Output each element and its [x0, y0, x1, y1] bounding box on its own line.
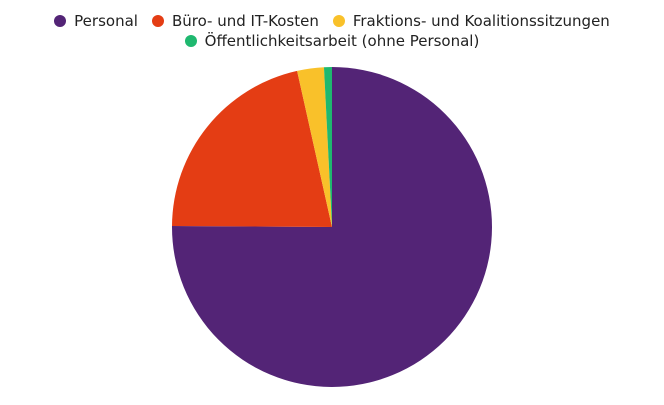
legend-label: Personal — [74, 12, 138, 30]
legend-label: Öffentlichkeitsarbeit (ohne Personal) — [204, 32, 480, 50]
legend-item[interactable]: Personal — [54, 12, 138, 30]
legend-label: Büro- und IT-Kosten — [171, 12, 319, 30]
legend-swatch — [184, 35, 197, 47]
pie-slice — [323, 67, 332, 227]
pie-slice — [297, 67, 332, 227]
legend-label: Fraktions- und Koalitionssitzungen — [352, 12, 610, 30]
legend: Personal Büro- und IT-Kosten Fraktions- un… — [0, 12, 664, 50]
legend-swatch — [54, 15, 67, 27]
pie-slice — [172, 70, 332, 227]
legend-item[interactable]: Büro- und IT-Kosten — [151, 12, 319, 30]
legend-swatch — [151, 15, 164, 27]
legend-item[interactable]: Öffentlichkeitsarbeit (ohne Personal) — [184, 32, 480, 50]
legend-item[interactable]: Fraktions- und Koalitionssitzungen — [332, 12, 610, 30]
legend-swatch — [332, 15, 345, 27]
